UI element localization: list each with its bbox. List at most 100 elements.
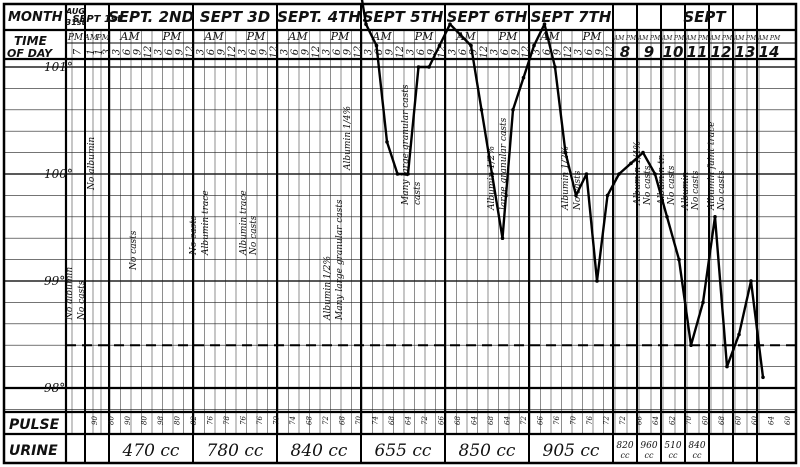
urine-value: 510 bbox=[664, 441, 681, 451]
row-label-pulse: PULSE bbox=[9, 417, 60, 433]
ampm-label: PM bbox=[414, 30, 434, 43]
hour-tick: 6 bbox=[500, 48, 511, 55]
hour-tick: 9 bbox=[174, 48, 185, 55]
temperature-point bbox=[553, 65, 557, 69]
pulse-value: 98 bbox=[157, 416, 165, 425]
hour-tick: 9 bbox=[300, 48, 311, 55]
pulse-value: 60 bbox=[702, 416, 710, 425]
day-number: 9 bbox=[644, 43, 654, 61]
hour-tick: 3 bbox=[111, 49, 122, 55]
ampm-label: AM bbox=[685, 35, 697, 42]
temperature-point bbox=[701, 301, 705, 305]
urine-note: No albumin bbox=[65, 267, 75, 321]
temperature-point bbox=[677, 258, 681, 262]
pulse-value: 68 bbox=[339, 416, 347, 425]
pulse-value: 68 bbox=[718, 416, 726, 425]
hour-tick: 6 bbox=[458, 48, 469, 55]
hour-tick: 6 bbox=[290, 48, 301, 55]
temperature-point bbox=[427, 65, 431, 69]
pulse-value: 70 bbox=[685, 416, 693, 425]
urine-unit: cc bbox=[669, 451, 678, 460]
hour-tick: 9 bbox=[384, 48, 395, 55]
pulse-value: 78 bbox=[223, 416, 231, 425]
pulse-value: 72 bbox=[619, 416, 627, 425]
temperature-point bbox=[617, 172, 621, 176]
pulse-value: 76 bbox=[256, 416, 264, 425]
hour-tick: 9 bbox=[258, 48, 269, 55]
temperature-point bbox=[469, 44, 473, 48]
ampm-label: PM bbox=[95, 33, 110, 42]
hour-tick: 12 bbox=[311, 46, 322, 59]
temperature-point bbox=[406, 172, 410, 176]
day-number: 10 bbox=[663, 43, 684, 61]
sept-group-label: SEPT bbox=[683, 8, 727, 26]
pulse-value: 70 bbox=[273, 416, 281, 425]
temperature-point bbox=[737, 333, 741, 337]
hour-tick: 3 bbox=[237, 49, 248, 55]
urine-note: No casts bbox=[643, 165, 653, 206]
ampm-label: PM bbox=[246, 30, 266, 43]
ampm-label: PM bbox=[721, 35, 733, 42]
temperature-point bbox=[749, 279, 753, 283]
y-tick-label: 99° bbox=[44, 274, 65, 288]
pulse-value: 68 bbox=[306, 416, 314, 425]
hour-tick: 6 bbox=[248, 48, 259, 55]
pulse-value: 82 bbox=[190, 416, 198, 425]
pulse-value: 60 bbox=[784, 416, 792, 425]
urine-unit: cc bbox=[645, 451, 654, 460]
hour-tick: 9 bbox=[342, 48, 353, 55]
chart-grid bbox=[4, 4, 796, 463]
urine-value: 960 bbox=[640, 441, 657, 451]
pulse-value: 72 bbox=[421, 416, 429, 425]
hour-tick: 6 bbox=[584, 48, 595, 55]
ampm-label: PM bbox=[649, 35, 661, 42]
pulse-value: 80 bbox=[108, 416, 116, 425]
ampm-label: AM bbox=[119, 30, 140, 43]
hour-tick: 12 bbox=[185, 46, 196, 59]
hour-tick: 3 bbox=[573, 49, 584, 55]
ampm-label: PM bbox=[745, 35, 757, 42]
pulse-value: 72 bbox=[322, 416, 330, 425]
temperature-point bbox=[595, 279, 599, 283]
temperature-point bbox=[385, 140, 389, 144]
row-label-month: MONTH bbox=[8, 10, 63, 25]
urine-note: Many large granular casts bbox=[401, 84, 411, 206]
day-number: 11 bbox=[687, 43, 708, 61]
urine-note: Albumin trace bbox=[239, 190, 249, 256]
urine-note: Albumin trace bbox=[201, 190, 211, 256]
ampm-label: PM bbox=[673, 35, 685, 42]
ampm-label: PM bbox=[582, 30, 602, 43]
pulse-value: 76 bbox=[553, 416, 561, 425]
temperature-point bbox=[761, 376, 765, 380]
hour-tick: 9 bbox=[216, 48, 227, 55]
temperature-point bbox=[396, 172, 400, 176]
day-number: 14 bbox=[759, 43, 780, 61]
hour-tick: 12 bbox=[353, 46, 364, 59]
urine-note: Albumin bbox=[681, 172, 691, 211]
urine-note: No casts bbox=[129, 230, 139, 271]
row-label-urine: URINE bbox=[9, 443, 58, 459]
urine-note: Albumin 1/4% bbox=[343, 106, 353, 171]
ampm-label: AM bbox=[287, 30, 308, 43]
temperature-point bbox=[511, 108, 515, 112]
ampm-label: AM bbox=[203, 30, 224, 43]
urine-note: casts bbox=[413, 181, 423, 205]
temperature-point bbox=[364, 22, 368, 26]
ampm-label: PM bbox=[697, 35, 709, 42]
pulse-value: 90 bbox=[124, 416, 132, 425]
pulse-value: 72 bbox=[520, 416, 528, 425]
hour-tick: 9 bbox=[510, 48, 521, 55]
ampm-label: AM bbox=[709, 35, 721, 42]
hour-tick: 3 bbox=[447, 49, 458, 55]
hour-tick: 6 bbox=[164, 48, 175, 55]
temperature-point bbox=[459, 33, 463, 37]
pulse-value: 64 bbox=[768, 416, 776, 425]
pulse-value: 72 bbox=[603, 416, 611, 425]
y-tick-label: 100° bbox=[44, 167, 73, 181]
ampm-label: PM bbox=[625, 35, 637, 42]
temperature-point bbox=[417, 65, 421, 69]
hour-tick: 7 bbox=[73, 48, 84, 55]
pulse-value: 70 bbox=[355, 416, 363, 425]
